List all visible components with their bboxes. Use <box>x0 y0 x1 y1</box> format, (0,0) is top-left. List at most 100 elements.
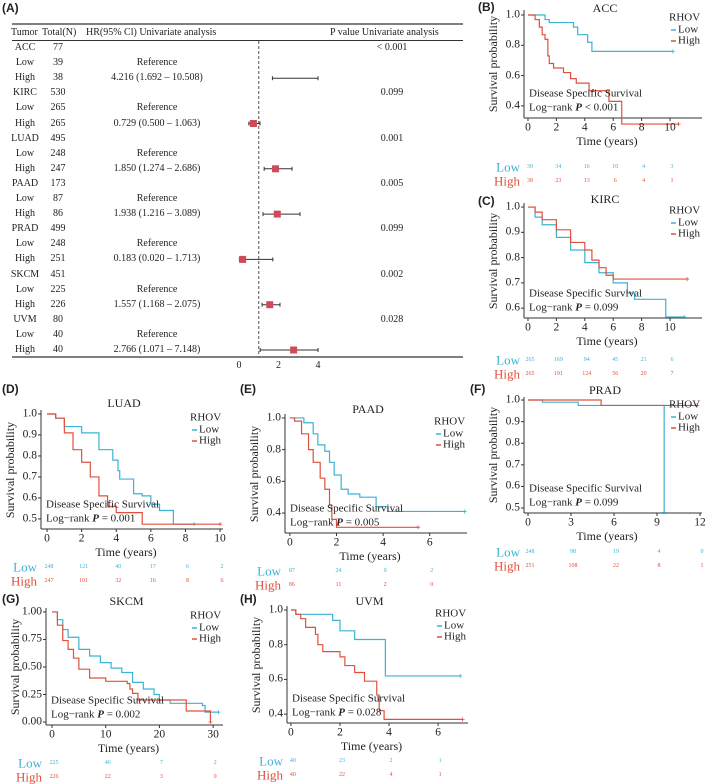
censor-mark <box>670 49 675 54</box>
x-axis-label: Time (years) <box>97 741 160 755</box>
legend-item-low: Low <box>678 410 699 423</box>
risk-count-high: 1 <box>670 178 674 184</box>
group-label: High <box>15 162 35 174</box>
legend-item-high: High <box>678 34 700 47</box>
x-tick-label: 12 <box>694 516 706 529</box>
tumor-name: PRAD <box>11 223 39 235</box>
total-n: 248 <box>50 238 66 250</box>
survival-type-annotation: Disease Specific Survival <box>529 87 643 100</box>
legend-item-low: Low <box>444 619 465 632</box>
plot-title: ACC <box>592 1 618 15</box>
x-tick-label: 10 <box>664 321 676 334</box>
risk-count-high: 108 <box>568 563 578 569</box>
p-value-text: = 0.001 <box>101 512 136 525</box>
total-n: 265 <box>50 102 66 114</box>
risk-count-high: 1 <box>438 772 442 778</box>
p-symbol: P <box>575 496 582 509</box>
y-tick-label: 1.00 <box>21 605 42 618</box>
legend-item-low: Low <box>199 621 220 634</box>
risk-table-label-high: High <box>16 769 42 784</box>
risk-count-high: 0 <box>430 582 434 588</box>
y-tick-label: 0.8 <box>268 637 283 650</box>
x-tick-label: 6 <box>147 532 154 545</box>
group-label: High <box>15 117 35 129</box>
x-tick-label: 6 <box>426 536 433 549</box>
x-tick-label: 2 <box>78 532 85 545</box>
logrank-annotation: Log−rank P = 0.005 <box>290 516 379 529</box>
censor-mark <box>462 509 467 514</box>
legend-title: RHOV <box>190 411 222 424</box>
risk-table-label-high: High <box>494 366 520 382</box>
hr-ci-text: Reference <box>136 57 178 69</box>
total-n: 530 <box>50 87 66 99</box>
total-n: 495 <box>50 132 66 144</box>
x-tick-label: 2 <box>333 536 340 549</box>
logrank-label: Log−rank <box>529 496 573 509</box>
risk-table-label-high: High <box>494 173 520 189</box>
km-curve-low <box>52 611 219 713</box>
risk-count-high: 22 <box>338 772 345 778</box>
plot-title: UVM <box>355 594 384 608</box>
risk-count-low: 1 <box>438 758 442 764</box>
x-tick-label: 6 <box>611 516 617 529</box>
y-tick-label: 1.0 <box>22 407 37 420</box>
legend-item-high: High <box>199 434 221 447</box>
x-axis-label: Time (years) <box>339 549 401 563</box>
y-tick-label: 0.00 <box>21 715 42 728</box>
x-tick-label: 0 <box>525 121 531 134</box>
risk-count-low: 265 <box>525 357 535 363</box>
risk-count-low: 46 <box>104 760 111 766</box>
hr-ci-text: Reference <box>136 147 178 159</box>
tumor-name: ACC <box>14 42 36 53</box>
km-curve-low <box>527 14 673 52</box>
risk-count-low: 98 <box>570 549 576 555</box>
risk-count-high: 8 <box>657 563 661 569</box>
hr-point-box <box>249 120 257 127</box>
p-symbol: P <box>575 301 582 314</box>
y-tick-label: 0.5 <box>22 512 37 525</box>
panel-label-f: (F) <box>470 382 486 396</box>
risk-count-high: 124 <box>582 371 592 377</box>
risk-count-high: 7 <box>670 371 674 377</box>
legend-item-high: High <box>678 227 700 240</box>
legend-title: RHOV <box>435 607 467 620</box>
risk-table-label-low: Low <box>496 352 520 368</box>
y-tick-label: 0.6 <box>268 672 283 685</box>
hr-ci-text: Reference <box>136 328 178 340</box>
y-tick-label: 0.9 <box>22 428 37 441</box>
legend-item-high: High <box>444 630 466 643</box>
y-tick-label: 0.8 <box>505 38 520 51</box>
risk-count-low: 3 <box>670 164 674 170</box>
risk-count-low: 248 <box>44 564 54 570</box>
risk-count-high: 4 <box>389 772 393 778</box>
p-symbol: P <box>338 706 345 719</box>
km-curve-high <box>527 14 679 125</box>
risk-table-label-low: Low <box>18 755 42 771</box>
total-n: 86 <box>53 208 63 220</box>
group-label: Low <box>15 238 35 250</box>
y-tick-label: 0.9 <box>505 225 520 238</box>
risk-count-high: 1 <box>700 563 704 569</box>
logrank-label: Log−rank <box>290 516 334 529</box>
panel-label-d: (D) <box>2 382 19 396</box>
hr-point-box <box>272 165 280 173</box>
p-value-text: = 0.002 <box>106 708 141 721</box>
risk-count-high: 40 <box>289 772 296 778</box>
y-tick-label: 0.8 <box>505 436 520 449</box>
risk-count-high: 86 <box>288 582 295 588</box>
logrank-label: Log−rank <box>529 101 573 114</box>
panel-label-e: (E) <box>240 382 256 396</box>
risk-count-high: 23 <box>555 178 562 184</box>
p-symbol: P <box>92 512 99 525</box>
risk-count-low: 39 <box>526 164 533 170</box>
legend-title: RHOV <box>190 609 222 622</box>
risk-table-label-low: Low <box>496 159 520 175</box>
x-tick-label: 6 <box>610 121 617 134</box>
x-tick-label: 2 <box>553 321 560 334</box>
risk-count-high: 8 <box>185 578 189 584</box>
group-label: High <box>15 344 35 355</box>
legend-item-low: Low <box>678 23 699 36</box>
p-value: 0.002 <box>380 268 404 280</box>
total-n: 87 <box>53 193 63 204</box>
